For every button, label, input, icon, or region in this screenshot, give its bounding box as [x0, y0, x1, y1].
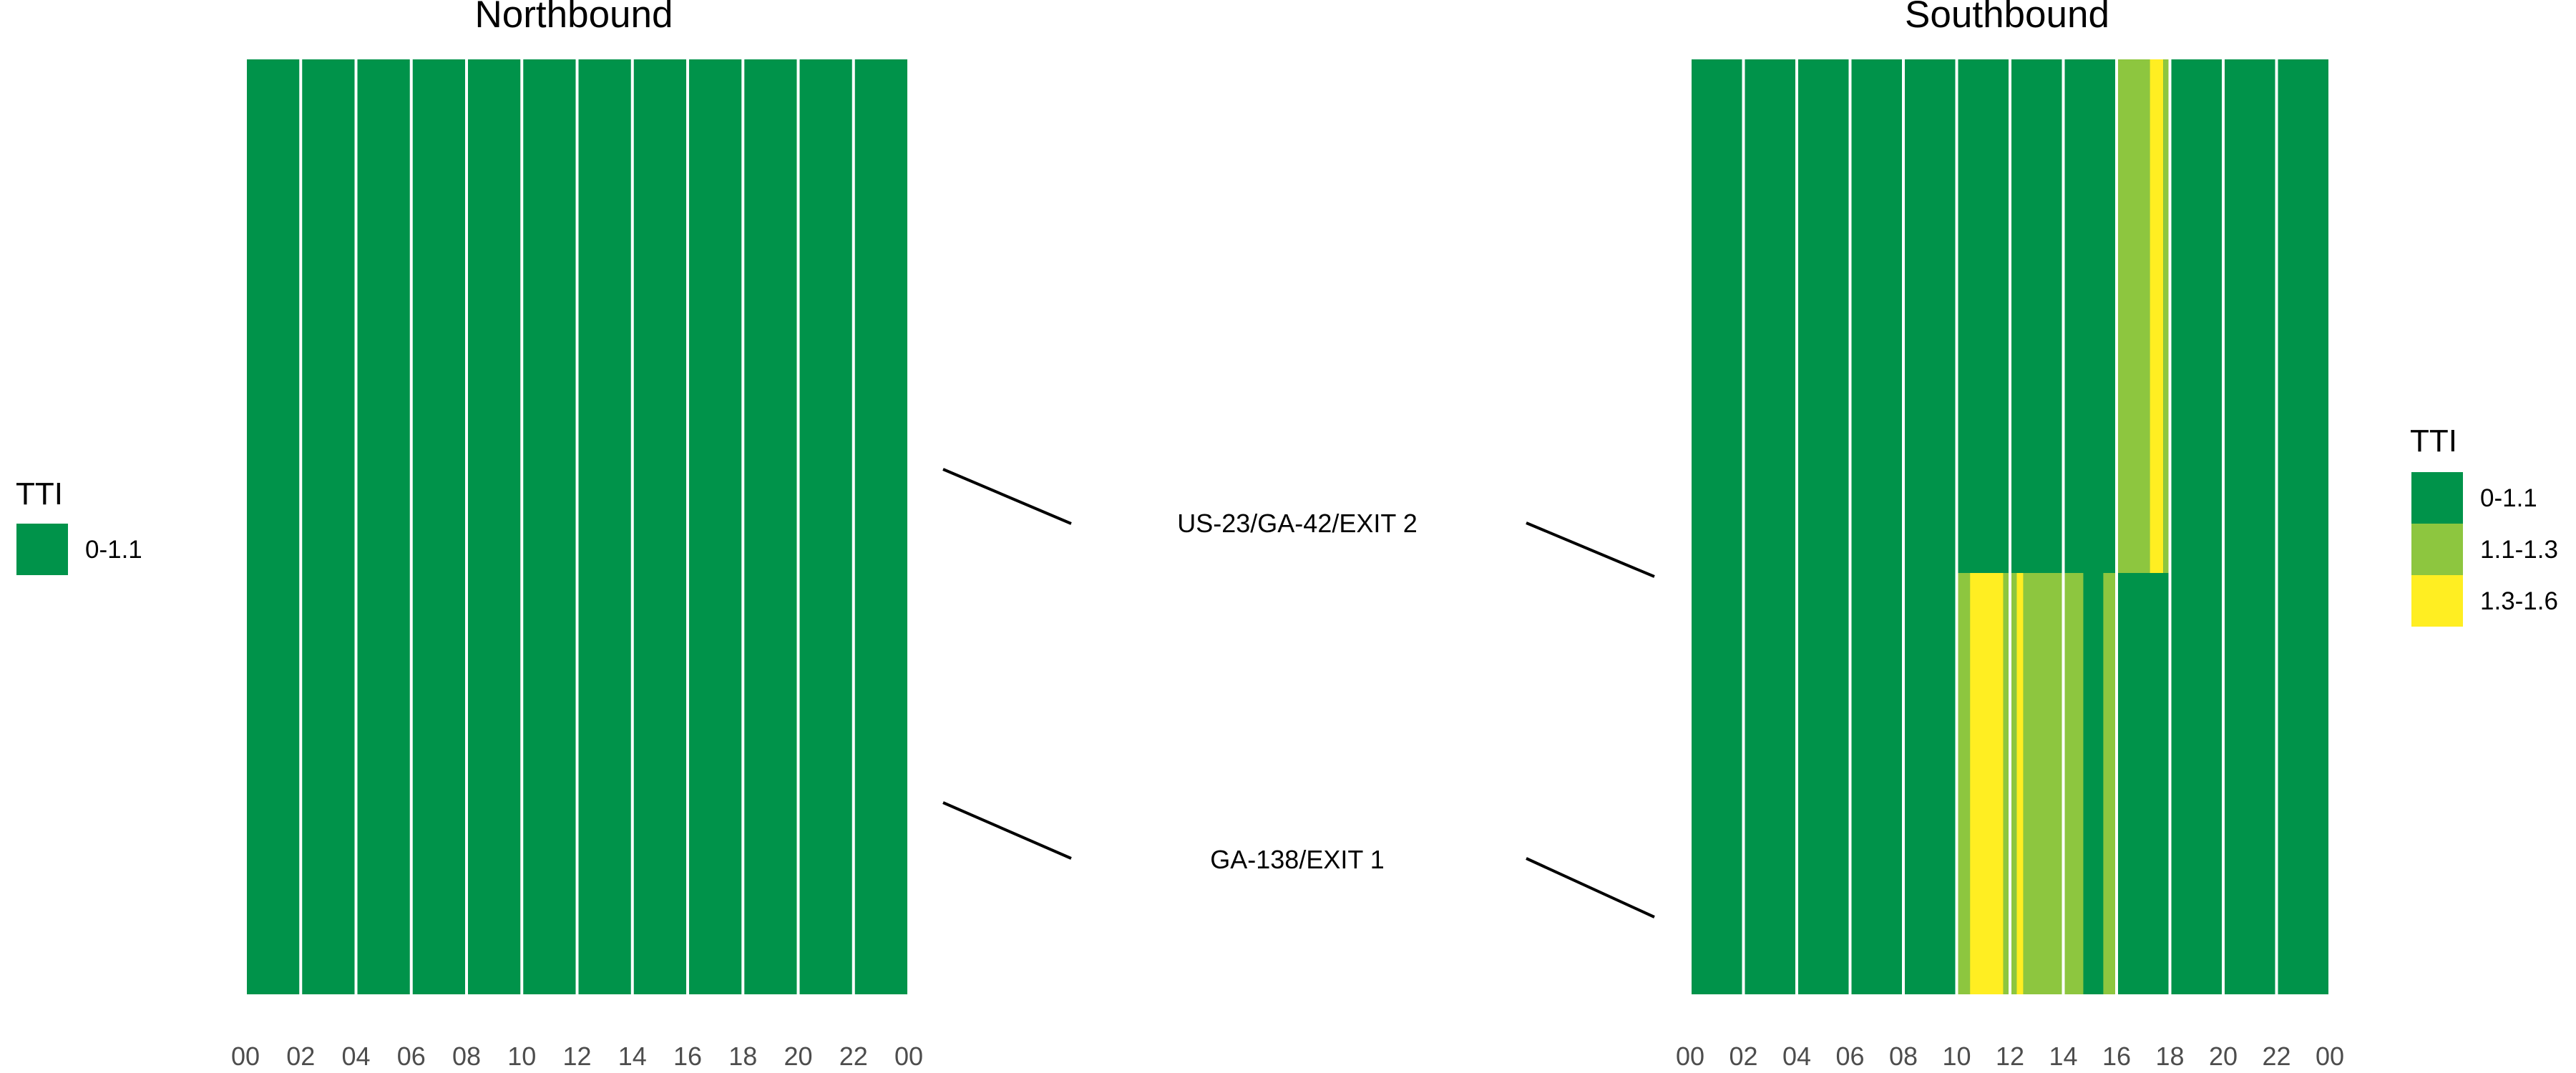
- southbound-cell-1: [2150, 59, 2164, 573]
- northbound-tick-label: 00: [894, 1042, 923, 1071]
- southbound-tick-label: 12: [1996, 1042, 2024, 1071]
- southbound-tick-label: 00: [1676, 1042, 1704, 1071]
- northbound-tick-label: 18: [728, 1042, 757, 1071]
- northbound-tick-label: 04: [341, 1042, 370, 1071]
- southbound-cell-3: [1956, 573, 1971, 994]
- southbound-gridlines: [1689, 59, 2331, 994]
- southbound-tick-label: 06: [1835, 1042, 1864, 1071]
- northbound-title: Northbound: [475, 0, 673, 36]
- southbound-title: Southbound: [1905, 0, 2109, 36]
- southbound-cell-8: [2103, 573, 2117, 994]
- southbound-legend-label: 1.1-1.3: [2480, 536, 2558, 564]
- southbound-legend-label: 1.3-1.6: [2480, 587, 2558, 615]
- southbound-tick-label: 18: [2155, 1042, 2184, 1071]
- southbound-legend-label: 0-1.1: [2480, 484, 2537, 512]
- southbound-legend-title: TTI: [2410, 423, 2457, 459]
- southbound-tick-label: 00: [2316, 1042, 2344, 1071]
- northbound-tick-label: 12: [562, 1042, 591, 1071]
- southbound-cell-4: [1970, 573, 2004, 994]
- southbound-cell-0: [2117, 59, 2150, 573]
- southbound-x-ticks: 00 02 04 06 08 10 12 14 16 18 20 22 00: [1676, 1042, 2344, 1071]
- segment-label-ga138: GA-138/EXIT 1: [1210, 845, 1384, 874]
- northbound-legend: TTI 0-1.1: [16, 476, 142, 575]
- northbound-panel: Northbound 00 02 04 06 08 10 12 14 16 18 20 22 00: [231, 0, 923, 1071]
- southbound-cell-7: [2023, 573, 2084, 994]
- connector-upper-left: [942, 468, 1072, 525]
- southbound-legend: TTI 0-1.1 1.1-1.3 1.3-1.6: [2410, 423, 2558, 627]
- northbound-tick-label: 00: [231, 1042, 260, 1071]
- northbound-x-ticks: 00 02 04 06 08 10 12 14 16 18 20 22 00: [231, 1042, 923, 1071]
- northbound-tick-label: 14: [618, 1042, 647, 1071]
- southbound-cell-6: [2016, 573, 2024, 994]
- northbound-legend-swatch: [16, 524, 68, 575]
- northbound-tick-label: 08: [452, 1042, 481, 1071]
- southbound-tick-label: 22: [2262, 1042, 2290, 1071]
- southbound-panel: Southbound 00 02 04 06 08 10 12 14 16 18 20 22 00: [1676, 0, 2344, 1071]
- southbound-legend-swatch: [2411, 575, 2463, 627]
- connector-lower-left: [942, 801, 1072, 860]
- northbound-tick-label: 16: [673, 1042, 702, 1071]
- northbound-legend-title: TTI: [16, 476, 63, 511]
- segment-label-us23: US-23/GA-42/EXIT 2: [1177, 509, 1417, 538]
- southbound-tick-label: 16: [2102, 1042, 2131, 1071]
- southbound-legend-swatch: [2411, 524, 2463, 575]
- northbound-tick-label: 22: [839, 1042, 868, 1071]
- southbound-cell-2: [2163, 59, 2170, 573]
- southbound-tick-label: 02: [1729, 1042, 1757, 1071]
- segment-labels: US-23/GA-42/EXIT 2 GA-138/EXIT 1: [942, 468, 1655, 918]
- northbound-gridlines: [244, 59, 910, 994]
- southbound-tick-label: 08: [1889, 1042, 1918, 1071]
- northbound-tick-label: 20: [784, 1042, 812, 1071]
- southbound-legend-swatch: [2411, 472, 2463, 524]
- northbound-tick-label: 02: [286, 1042, 315, 1071]
- southbound-tick-label: 14: [2049, 1042, 2077, 1071]
- southbound-tick-label: 20: [2209, 1042, 2238, 1071]
- connector-lower-right: [1526, 857, 1655, 918]
- northbound-tick-label: 06: [397, 1042, 426, 1071]
- southbound-tick-label: 04: [1782, 1042, 1811, 1071]
- northbound-legend-label: 0-1.1: [85, 536, 142, 564]
- southbound-tick-label: 10: [1942, 1042, 1971, 1071]
- northbound-tick-label: 10: [507, 1042, 536, 1071]
- connector-upper-right: [1526, 521, 1655, 578]
